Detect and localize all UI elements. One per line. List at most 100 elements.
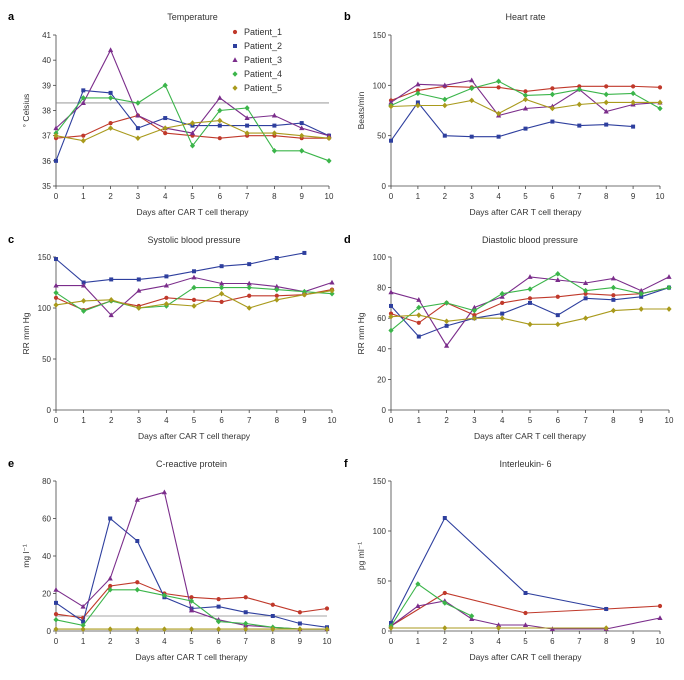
data-point [471,307,477,314]
data-point [271,147,277,154]
data-point [657,603,663,609]
data-point [522,105,529,111]
data-point [246,280,252,286]
y-tick-label: 0 [382,406,387,415]
data-point [188,598,195,604]
data-point [217,123,222,128]
data-point [80,95,86,101]
data-point [108,95,114,101]
data-point [53,282,59,288]
x-tick-label: 7 [577,637,582,646]
data-point [442,625,448,631]
data-point [527,321,533,328]
data-point [108,47,114,53]
data-point [135,539,140,543]
x-tick-label: 1 [81,416,86,425]
data-point [135,580,140,585]
data-point [639,294,644,299]
data-point [555,321,561,328]
data-point [329,287,335,294]
x-tick-label: 10 [325,192,334,201]
y-axis-label: ° Celsius [21,94,31,128]
data-point [415,603,421,608]
data-point [388,311,394,316]
data-point [188,607,195,613]
y-tick-label: 100 [373,253,387,262]
data-point [416,297,422,302]
y-tick-label: 80 [377,284,386,293]
data-point [610,284,616,291]
y-axis-label: RR mm Hg [21,312,31,354]
x-tick-label: 5 [189,637,194,646]
data-point [442,600,448,606]
data-point [496,625,502,631]
data-point [244,115,250,121]
data-point [274,293,279,298]
data-point [324,606,330,611]
y-tick-label: 50 [42,355,51,364]
data-point [163,282,169,288]
series-Patient_2 [389,516,609,625]
x-tick-label: 8 [611,416,616,425]
x-tick-label: 6 [219,416,224,425]
x-tick-label: 2 [443,192,448,201]
data-point [163,116,168,121]
legend-marker [232,29,238,35]
data-point [80,603,86,609]
x-tick-label: 5 [192,416,197,425]
data-point [108,583,113,589]
chart-panel-e: e C-reactive protein 0 20 40 60 80 0 1 2 3 4 5 6 7 8 9 10… [8,458,332,662]
y-tick-label: 100 [373,527,387,536]
series-Patient_4 [388,581,475,629]
data-point [388,625,394,631]
panel-letter: b [344,11,351,23]
chart-title: Heart rate [505,12,545,22]
series-Patient_5 [388,96,663,117]
data-point [81,280,86,285]
data-point [162,82,168,89]
data-point [604,84,609,89]
data-point [243,626,249,632]
data-point [499,315,505,321]
data-point [189,120,196,126]
data-point [243,610,248,615]
x-axis-label: Days after CAR T cell therapy [474,431,587,441]
panel-letter: a [8,11,15,23]
data-point [135,135,141,141]
data-point [217,117,223,124]
data-point [389,303,393,308]
data-point [53,586,59,592]
x-tick-label: 0 [389,637,394,646]
panel-letter: e [8,458,14,470]
chart-title: Diastolic blood pressure [482,235,578,245]
data-point [496,85,501,90]
data-point [299,147,305,154]
data-point [469,613,475,619]
data-point [549,626,555,631]
x-tick-label: 6 [218,192,223,201]
data-point [326,135,332,141]
data-point [583,280,589,286]
x-tick-label: 7 [583,416,588,425]
data-point [604,607,609,611]
data-point [527,274,533,279]
data-point [247,293,252,298]
data-point [191,274,197,280]
data-point [442,133,447,138]
y-tick-label: 37 [42,132,51,141]
data-point [522,96,529,103]
x-tick-label: 2 [443,637,448,646]
x-tick-label: 0 [389,416,394,425]
data-point [272,123,277,128]
x-tick-label: 0 [389,192,394,201]
x-tick-label: 8 [604,637,609,646]
data-point [53,132,59,139]
data-point [301,288,307,295]
data-point [219,284,225,291]
y-axis-label: RR mm Hg [356,312,366,354]
x-tick-label: 4 [496,637,501,646]
y-tick-label: 60 [42,515,51,524]
panel-letter: c [8,234,14,246]
data-point [134,496,140,502]
